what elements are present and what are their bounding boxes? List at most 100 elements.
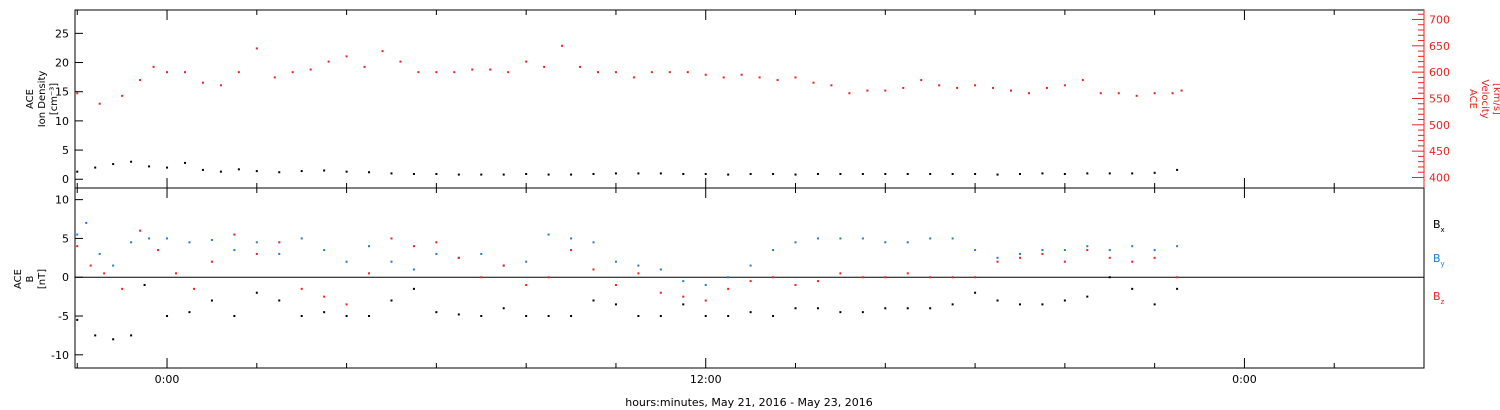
data-point bbox=[157, 249, 160, 252]
data-point bbox=[659, 172, 662, 175]
data-point bbox=[1131, 172, 1134, 175]
data-point bbox=[166, 71, 169, 74]
data-point bbox=[1018, 172, 1021, 175]
data-point bbox=[112, 264, 115, 267]
data-point bbox=[323, 295, 326, 298]
data-point bbox=[103, 272, 106, 275]
data-point bbox=[130, 241, 133, 244]
data-point bbox=[210, 260, 213, 263]
data-point bbox=[345, 55, 348, 58]
velocity-axis-tick-label: 400 bbox=[1429, 171, 1450, 184]
data-point bbox=[1153, 92, 1156, 95]
x-axis-title: hours:minutes, May 21, 2016 - May 23, 20… bbox=[625, 396, 873, 409]
data-point bbox=[920, 79, 923, 82]
data-point bbox=[345, 260, 348, 263]
data-point bbox=[839, 272, 842, 275]
data-point bbox=[659, 268, 662, 271]
data-point bbox=[1131, 245, 1134, 248]
velocity-axis-title-line1: ACE bbox=[1467, 89, 1478, 109]
data-point bbox=[682, 172, 685, 175]
data-point bbox=[435, 172, 438, 175]
data-point bbox=[637, 272, 640, 275]
data-point bbox=[637, 315, 640, 318]
data-point bbox=[390, 260, 393, 263]
left-axis-tick-label: 5 bbox=[62, 144, 69, 157]
data-point bbox=[1063, 249, 1066, 252]
data-point bbox=[727, 173, 730, 176]
data-point bbox=[121, 94, 124, 97]
data-point bbox=[130, 334, 133, 337]
data-point bbox=[974, 276, 977, 279]
data-point bbox=[929, 172, 932, 175]
data-point bbox=[1108, 249, 1111, 252]
data-point bbox=[884, 307, 887, 310]
axis-ticks: 0 5 10 15 20 25 -10 -5 0 5 10 400 450 500 550 600 650 700… bbox=[51, 10, 1450, 386]
data-point bbox=[749, 311, 752, 314]
data-point bbox=[435, 311, 438, 314]
data-point bbox=[929, 307, 932, 310]
data-point bbox=[412, 287, 415, 290]
data-point bbox=[94, 166, 97, 169]
data-point bbox=[89, 264, 92, 267]
left-axis-tick-label: 5 bbox=[62, 232, 69, 245]
data-point bbox=[166, 315, 169, 318]
data-point bbox=[637, 172, 640, 175]
data-point bbox=[839, 172, 842, 175]
data-point bbox=[112, 163, 115, 166]
data-point bbox=[525, 260, 528, 263]
data-point bbox=[570, 249, 573, 252]
data-point bbox=[951, 276, 954, 279]
data-point bbox=[861, 237, 864, 240]
data-point bbox=[435, 71, 438, 74]
data-point bbox=[592, 268, 595, 271]
data-point bbox=[435, 241, 438, 244]
data-point bbox=[974, 249, 977, 252]
data-point bbox=[1041, 303, 1044, 306]
data-point bbox=[592, 172, 595, 175]
data-point bbox=[866, 89, 869, 92]
data-point bbox=[812, 81, 815, 84]
data-point bbox=[76, 233, 79, 236]
data-point bbox=[300, 237, 303, 240]
data-point bbox=[740, 73, 743, 76]
data-point bbox=[816, 172, 819, 175]
data-point bbox=[98, 252, 101, 255]
data-point bbox=[237, 71, 240, 74]
data-point bbox=[345, 170, 348, 173]
data-point bbox=[794, 173, 797, 176]
data-point bbox=[1063, 84, 1066, 87]
data-point bbox=[727, 276, 730, 279]
data-point bbox=[457, 313, 460, 316]
data-point bbox=[453, 71, 456, 74]
data-point bbox=[76, 170, 79, 173]
velocity-axis-title-line3: [km/s] bbox=[1491, 83, 1500, 115]
data-point bbox=[1153, 303, 1156, 306]
data-point bbox=[547, 276, 550, 279]
data-point bbox=[547, 173, 550, 176]
data-point bbox=[758, 76, 761, 79]
data-point bbox=[547, 315, 550, 318]
data-point bbox=[682, 295, 685, 298]
data-point bbox=[884, 172, 887, 175]
data-point bbox=[992, 86, 995, 89]
data-point bbox=[1131, 287, 1134, 290]
legend-bz: Bz bbox=[1433, 290, 1445, 306]
data-point bbox=[278, 171, 281, 174]
data-point bbox=[596, 71, 599, 74]
data-point bbox=[861, 276, 864, 279]
data-point bbox=[839, 311, 842, 314]
data-point bbox=[255, 47, 258, 50]
data-point bbox=[323, 311, 326, 314]
data-point bbox=[614, 283, 617, 286]
data-point bbox=[848, 92, 851, 95]
data-point bbox=[570, 237, 573, 240]
data-point bbox=[1086, 245, 1089, 248]
data-point bbox=[1063, 299, 1066, 302]
data-point bbox=[704, 172, 707, 175]
data-point bbox=[749, 172, 752, 175]
data-point bbox=[1081, 79, 1084, 82]
data-point bbox=[300, 315, 303, 318]
data-point bbox=[368, 272, 371, 275]
x-tick-label: 0:00 bbox=[155, 373, 180, 386]
left-axis-tick-label: 0 bbox=[62, 271, 69, 284]
